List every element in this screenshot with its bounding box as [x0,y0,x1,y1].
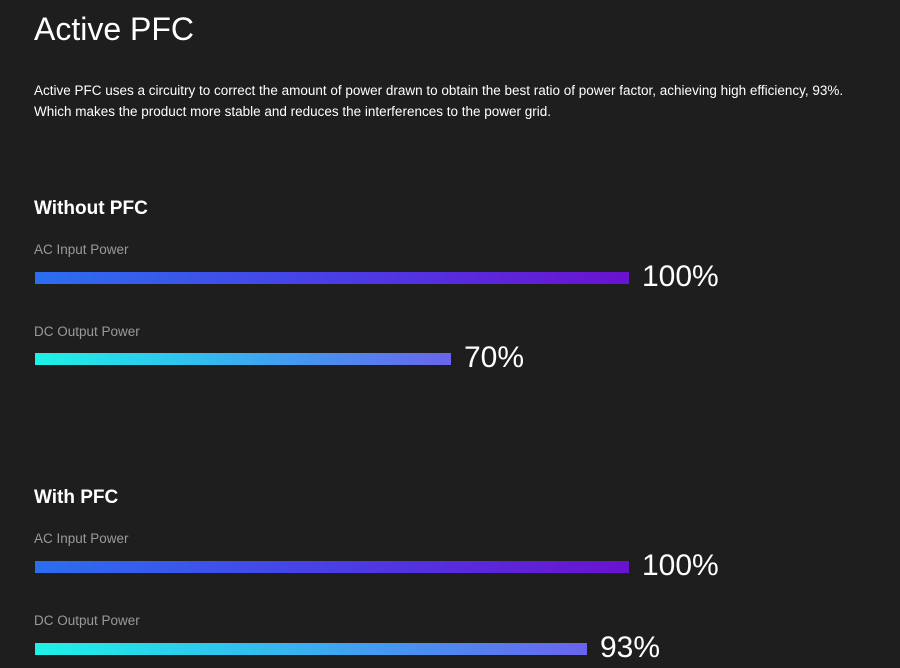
bar-ac-input-with-pfc [35,561,629,573]
section-title-with-pfc: With PFC [34,487,119,508]
bar-label: DC Output Power [34,324,140,339]
bar-ac-input-without-pfc [35,272,629,284]
bar-dc-output-without-pfc [35,353,451,365]
bar-dc-output-with-pfc [35,643,587,655]
bar-value-label: 100% [642,260,719,293]
bar-track [35,353,629,365]
bar-value-label: 93% [600,631,661,664]
bar-track [35,643,629,655]
description: Active PFC uses a circuitry to correct t… [34,80,894,122]
bar-label: DC Output Power [34,613,140,628]
bar-value-label: 100% [642,549,719,582]
description-line-1: Active PFC uses a circuitry to correct t… [34,83,844,98]
description-line-2: Which makes the product more stable and … [34,104,552,119]
bar-track [35,561,629,573]
section-title-without-pfc: Without PFC [34,198,148,219]
bar-label: AC Input Power [34,242,129,257]
bar-value-label: 70% [464,341,525,374]
bar-track [35,272,629,284]
page-title: Active PFC [34,11,195,47]
bar-label: AC Input Power [34,531,129,546]
